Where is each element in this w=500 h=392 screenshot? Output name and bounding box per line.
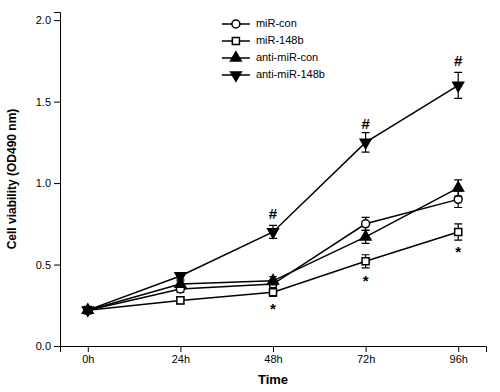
y-tick-label: 0.0 <box>36 340 51 352</box>
x-tick: 96h <box>450 346 468 365</box>
marker <box>453 182 464 191</box>
y-tick: 0.5 <box>36 259 60 271</box>
annotation: # <box>269 205 278 222</box>
y-tick-label: 2.0 <box>36 14 51 26</box>
marker <box>175 273 186 282</box>
x-axis-title: Time <box>258 372 288 387</box>
y-tick: 1.5 <box>36 96 60 108</box>
y-tick-label: 1.5 <box>36 96 51 108</box>
annotation: # <box>454 52 463 69</box>
annotation: * <box>270 300 276 317</box>
marker <box>82 307 93 316</box>
legend-label: anti-miR-con <box>256 51 318 63</box>
x-tick-mark <box>273 346 274 352</box>
y-tick: 0.0 <box>36 340 60 352</box>
data-layer <box>82 72 463 316</box>
marker <box>360 139 371 148</box>
x-axis: 0h 24h 48h 72h 96h <box>61 346 487 365</box>
y-tick-label: 0.5 <box>36 259 51 271</box>
x-axis-line <box>61 347 487 353</box>
error-bar <box>454 224 462 240</box>
x-tick-mark <box>180 346 181 352</box>
annotation: # <box>361 115 370 132</box>
y-tick-mark <box>54 20 60 21</box>
marker <box>362 258 369 265</box>
y-tick-label: 1.0 <box>36 177 51 189</box>
annotation: * <box>455 243 461 260</box>
y-tick-mark <box>54 346 60 347</box>
x-tick-label: 48h <box>264 353 282 365</box>
series-line <box>88 199 458 310</box>
legend-item: anti-miR-148b <box>222 68 325 81</box>
error-bar <box>269 288 277 296</box>
y-tick: 1.0 <box>36 177 60 189</box>
marker <box>360 231 371 240</box>
error-bar <box>362 255 370 268</box>
legend-item: miR-148b <box>222 34 304 46</box>
legend-label: miR-con <box>256 17 297 29</box>
error-bar <box>362 217 370 230</box>
x-tick-label: 72h <box>357 353 375 365</box>
legend-marker <box>232 20 240 28</box>
marker <box>455 228 462 235</box>
series <box>82 180 463 313</box>
chart: 0h 24h 48h 72h 96h 0.0 0.5 1.0 1.5 2.0 # # # * * * miR-c… <box>0 0 500 392</box>
series <box>82 72 463 316</box>
x-tick: 48h <box>264 346 282 365</box>
marker <box>268 275 279 284</box>
marker <box>269 289 276 296</box>
y-tick-mark <box>54 102 60 103</box>
legend-item: miR-con <box>222 17 297 29</box>
y-tick-mark <box>54 183 60 184</box>
x-tick-label: 24h <box>172 353 190 365</box>
x-tick: 0h <box>82 346 94 365</box>
marker <box>362 220 370 228</box>
series-line <box>88 85 458 310</box>
marker <box>268 229 279 238</box>
plot: 0h 24h 48h 72h 96h 0.0 0.5 1.0 1.5 2.0 # # # * * * miR-c… <box>36 13 487 365</box>
legend-marker <box>231 72 242 81</box>
x-tick-label: 96h <box>450 353 468 365</box>
x-tick: 72h <box>357 346 375 365</box>
annotations: # # # * * * <box>269 52 463 317</box>
marker <box>453 82 464 91</box>
legend: miR-con miR-148b anti-miR-con anti-miR-148b <box>222 17 325 81</box>
legend-item: anti-miR-con <box>222 51 318 63</box>
legend-marker <box>231 52 242 61</box>
series-line <box>88 232 458 310</box>
y-tick-mark <box>54 265 60 266</box>
y-axis-line <box>54 13 61 347</box>
x-tick: 24h <box>172 346 190 365</box>
annotation: * <box>363 272 369 289</box>
y-axis-title: Cell viability (OD490 nm) <box>5 109 19 250</box>
marker <box>177 297 184 304</box>
x-tick-label: 0h <box>82 353 94 365</box>
x-tick-mark <box>88 346 89 352</box>
x-tick-mark <box>366 346 367 352</box>
y-axis: 0.0 0.5 1.0 1.5 2.0 <box>36 13 61 353</box>
error-bar <box>176 297 184 304</box>
y-tick: 2.0 <box>36 14 60 26</box>
x-tick-mark <box>458 346 459 352</box>
legend-label: anti-miR-148b <box>256 68 325 80</box>
series-line <box>88 188 458 310</box>
legend-marker <box>232 37 239 44</box>
legend-label: miR-148b <box>256 34 304 46</box>
